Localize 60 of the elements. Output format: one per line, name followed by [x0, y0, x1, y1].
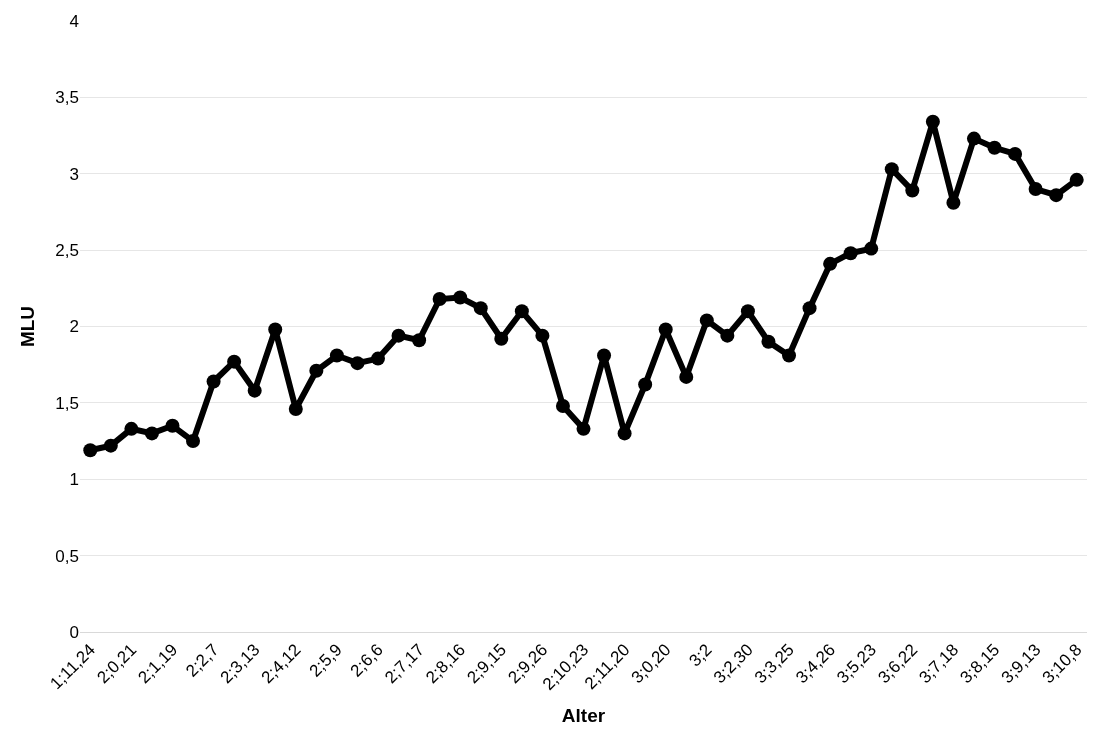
point: [597, 348, 612, 363]
point: [206, 374, 221, 389]
point: [720, 328, 735, 343]
point: [555, 398, 570, 413]
point: [124, 421, 139, 436]
point: [761, 334, 776, 349]
point: [617, 426, 632, 441]
point: [699, 313, 714, 328]
point: [309, 363, 324, 378]
point: [925, 114, 940, 129]
y-tick-label: 3: [69, 164, 79, 184]
point: [514, 304, 529, 319]
y-tick-label: 2,5: [55, 241, 79, 261]
point: [966, 131, 981, 146]
point: [884, 162, 899, 177]
y-tick-label: 3,5: [55, 88, 79, 108]
x-axis-title: Alter: [561, 704, 606, 726]
point: [638, 377, 653, 392]
point: [864, 241, 879, 256]
point: [165, 418, 180, 433]
point: [103, 438, 118, 453]
point: [1049, 188, 1064, 203]
point: [843, 246, 858, 261]
point: [412, 333, 427, 348]
point: [1008, 146, 1023, 161]
y-tick-label: 1: [69, 470, 79, 490]
point: [329, 348, 344, 363]
y-axis-title: MLU: [17, 305, 39, 348]
point: [268, 322, 283, 337]
point: [186, 434, 201, 449]
point: [453, 290, 468, 305]
x-tick-label: 3;2: [685, 640, 716, 671]
y-tick-label: 4: [69, 11, 79, 31]
y-tick-label: 0,5: [55, 546, 79, 566]
point: [535, 328, 550, 343]
point: [905, 183, 920, 198]
point: [350, 356, 365, 371]
point: [247, 383, 262, 398]
point: [473, 301, 488, 316]
point: [946, 195, 961, 210]
point: [782, 348, 797, 363]
y-tick-label: 0: [69, 622, 79, 642]
point: [823, 256, 838, 271]
y-tick-label: 1,5: [55, 393, 79, 413]
point: [83, 443, 98, 458]
point: [802, 301, 817, 316]
point: [391, 328, 406, 343]
point: [227, 354, 242, 369]
point: [987, 140, 1002, 155]
point: [576, 421, 591, 436]
point: [288, 401, 303, 416]
point: [1028, 182, 1043, 197]
point: [432, 292, 447, 306]
point: [658, 322, 673, 337]
point: [1069, 172, 1084, 187]
point: [494, 331, 509, 346]
point: [740, 304, 755, 319]
point: [371, 351, 385, 366]
y-tick-label: 2: [69, 317, 79, 337]
point: [144, 426, 159, 441]
